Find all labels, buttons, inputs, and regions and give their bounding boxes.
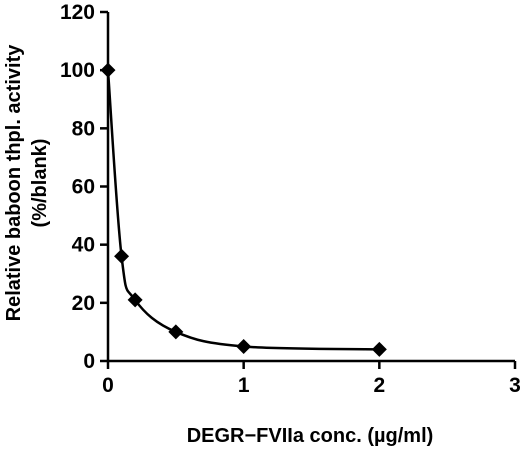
y-axis-label-line2: (%/blank) xyxy=(29,139,51,228)
y-tick-label: 40 xyxy=(72,234,95,257)
y-tick-label: 0 xyxy=(83,350,95,373)
y-tick-label: 100 xyxy=(60,59,95,82)
data-markers xyxy=(100,62,387,357)
data-point xyxy=(114,248,130,264)
data-point xyxy=(100,62,116,78)
series-line xyxy=(106,70,380,351)
data-point xyxy=(236,338,252,354)
x-axis-label: DEGR−FVIIa conc. (µg/ml) xyxy=(187,425,434,447)
y-tick-label: 120 xyxy=(60,1,95,24)
data-point xyxy=(168,324,184,340)
y-axis-label-line1: Relative baboon thpl. activity xyxy=(3,44,25,322)
x-tick-label: 3 xyxy=(509,374,520,397)
ticks xyxy=(100,10,517,369)
y-tick-label: 20 xyxy=(72,292,95,315)
axes xyxy=(106,12,515,363)
tick-labels: 0 20 40 60 80 100 120 0 1 2 3 xyxy=(60,1,520,397)
y-tick-label: 60 xyxy=(72,176,95,199)
y-tick-label: 80 xyxy=(72,117,95,140)
x-tick-label: 1 xyxy=(238,374,250,397)
x-tick-label: 0 xyxy=(102,374,114,397)
x-tick-label: 2 xyxy=(373,374,385,397)
data-point xyxy=(371,341,387,357)
data-point xyxy=(127,292,143,308)
